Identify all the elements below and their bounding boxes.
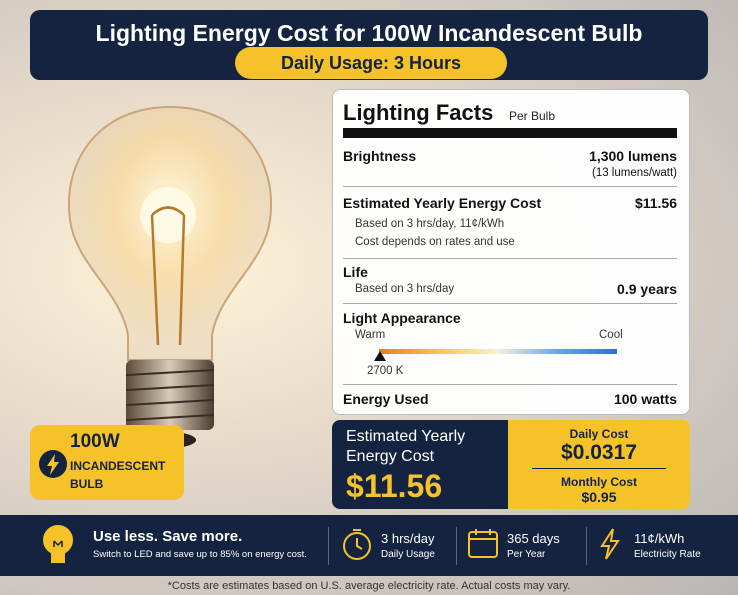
value: 1,300 lumens xyxy=(589,148,677,164)
bulb-illustration xyxy=(67,105,273,448)
summary-total: Estimated Yearly Energy Cost $11.56 xyxy=(332,420,510,509)
bulb-icon xyxy=(43,525,73,563)
divider xyxy=(456,527,457,565)
title: Lighting Energy Cost for 100W Incandesce… xyxy=(95,20,643,46)
divider xyxy=(532,468,666,469)
label: Brightness xyxy=(343,148,417,164)
note: Based on 3 hrs/day xyxy=(355,283,455,295)
summary-breakdown: Daily Cost $0.0317 Monthly Cost $0.95 xyxy=(508,420,690,509)
daily-label: Daily Cost xyxy=(569,427,629,441)
calendar-icon xyxy=(468,529,498,558)
marker-label: 2700 K xyxy=(367,365,404,377)
value: $11.56 xyxy=(634,195,677,211)
value: 100 watts xyxy=(613,391,677,407)
label: Life xyxy=(343,264,368,280)
marker xyxy=(374,351,386,361)
divider xyxy=(343,258,677,259)
facts-panel: Lighting Facts Per Bulb Brightness 1,300… xyxy=(332,89,690,415)
stat-value: 3 hrs/day xyxy=(381,531,435,546)
stat-label: Electricity Rate xyxy=(634,549,701,560)
value: 0.9 years xyxy=(617,281,677,297)
monthly-value: $0.95 xyxy=(581,489,617,505)
daily-value: $0.0317 xyxy=(561,441,637,464)
stat-label: Daily Usage xyxy=(381,549,435,560)
divider xyxy=(343,303,677,304)
divider xyxy=(343,128,677,138)
headline: Use less. Save more. xyxy=(93,528,243,545)
badge-text: INCANDESCENT xyxy=(70,459,166,473)
divider xyxy=(586,527,587,565)
note: Cost depends on rates and use xyxy=(355,236,515,248)
divider xyxy=(343,384,677,385)
color-scale xyxy=(379,349,617,354)
footer: Use less. Save more. Switch to LED and s… xyxy=(0,515,738,576)
divider xyxy=(328,527,329,565)
label: Energy Used xyxy=(343,391,429,407)
clock-icon xyxy=(343,529,371,560)
badge-text: 100W xyxy=(70,431,120,452)
stat-value: 11¢/kWh xyxy=(634,531,685,546)
cool-label: Cool xyxy=(599,329,623,341)
facts-per: Per Bulb xyxy=(509,109,556,123)
bolt-icon xyxy=(600,528,620,560)
monthly-label: Monthly Cost xyxy=(561,475,637,489)
badge: 100W INCANDESCENT BULB xyxy=(30,425,184,500)
warm-label: Warm xyxy=(355,329,386,341)
subtitle: Daily Usage: 3 Hours xyxy=(235,47,507,79)
facts-title: Lighting Facts xyxy=(343,100,494,125)
summary-label: Estimated Yearly xyxy=(346,428,466,445)
badge-text: BULB xyxy=(70,477,104,491)
label: Estimated Yearly Energy Cost xyxy=(343,195,542,211)
disclaimer: *Costs are estimates based on U.S. avera… xyxy=(167,580,571,592)
note: (13 lumens/watt) xyxy=(591,167,677,179)
summary-value: $11.56 xyxy=(346,468,443,504)
summary-label: Energy Cost xyxy=(346,448,435,465)
subline: Switch to LED and save up to 85% on ener… xyxy=(93,549,307,560)
label: Light Appearance xyxy=(343,310,461,326)
stat-label: Per Year xyxy=(507,549,546,560)
note: Based on 3 hrs/day, 11¢/kWh xyxy=(355,218,505,230)
bolt-icon xyxy=(39,450,67,478)
divider xyxy=(343,186,677,187)
stat-value: 365 days xyxy=(507,531,560,546)
